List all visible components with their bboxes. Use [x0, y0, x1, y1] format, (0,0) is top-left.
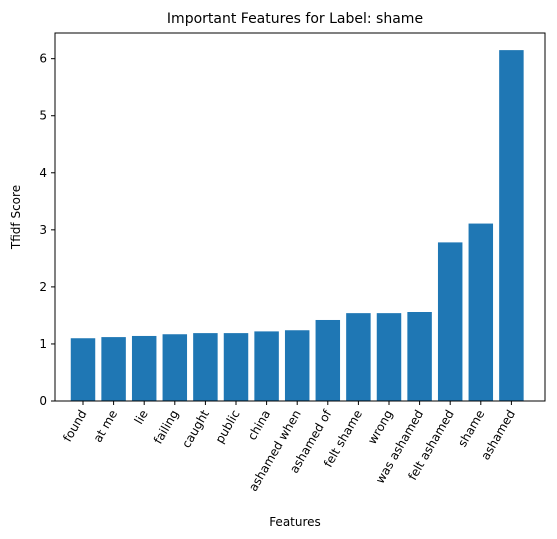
bar-ashamed-when: [284, 330, 310, 401]
bar-caught: [193, 333, 218, 401]
y-tick-label: 2: [39, 280, 47, 294]
bar-felt-shame: [346, 313, 371, 401]
y-tick-label: 4: [39, 166, 47, 180]
x-tick-label: caught: [179, 407, 212, 450]
x-tick-label: china: [245, 408, 273, 443]
bar-failing: [162, 334, 188, 401]
y-tick-label: 6: [39, 52, 47, 66]
bar-public: [223, 333, 249, 401]
bar-china: [254, 331, 279, 401]
x-tick-label: lie: [132, 408, 151, 427]
bar-was-ashamed: [407, 312, 432, 401]
bar-wrong: [376, 313, 402, 401]
bar-ashamed: [499, 50, 524, 402]
y-tick-label: 0: [39, 394, 47, 408]
y-axis: 0 1 2 3 4 5 6: [39, 52, 55, 408]
x-tick-label: wrong: [365, 408, 396, 447]
y-tick-label: 5: [39, 109, 47, 123]
x-tick-label: public: [212, 408, 242, 446]
bar-shame: [468, 223, 494, 401]
x-tick-label: at me: [91, 408, 121, 445]
y-tick-label: 1: [39, 337, 47, 351]
x-tick-label: failing: [151, 408, 182, 447]
y-tick-label: 3: [39, 223, 47, 237]
y-axis-label: Tfidf Score: [9, 185, 23, 250]
bars-group: [70, 50, 524, 402]
plot-frame: [54, 32, 546, 402]
x-tick-label: shame: [455, 408, 487, 450]
bar-lie: [131, 335, 157, 401]
bar-found: [70, 338, 96, 401]
x-axis-label: Features: [269, 515, 321, 529]
bar-felt-ashamed: [437, 242, 463, 401]
bar-at-me: [101, 337, 126, 401]
x-tick-label: found: [60, 408, 89, 445]
chart-title: Important Features for Label: shame: [167, 11, 423, 27]
bar-ashamed-of: [315, 319, 341, 401]
